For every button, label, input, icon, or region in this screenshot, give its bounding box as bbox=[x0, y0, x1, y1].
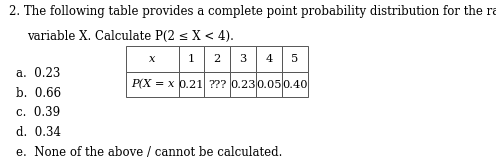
Text: e.  None of the above / cannot be calculated.: e. None of the above / cannot be calcula… bbox=[16, 146, 282, 159]
Text: x: x bbox=[149, 54, 156, 64]
Bar bbox=[282, 72, 308, 97]
Text: ???: ??? bbox=[208, 80, 227, 90]
Text: 0.40: 0.40 bbox=[282, 80, 308, 90]
Bar bbox=[230, 46, 256, 72]
Text: 1: 1 bbox=[188, 54, 195, 64]
Bar bbox=[126, 46, 179, 72]
Bar bbox=[282, 46, 308, 72]
Text: 0.23: 0.23 bbox=[230, 80, 256, 90]
Bar bbox=[179, 72, 204, 97]
Bar bbox=[126, 72, 179, 97]
Text: 0.05: 0.05 bbox=[256, 80, 282, 90]
Bar bbox=[179, 46, 204, 72]
Bar bbox=[230, 72, 256, 97]
Bar bbox=[204, 46, 230, 72]
Text: d.  0.34: d. 0.34 bbox=[16, 126, 61, 139]
Text: P(X = x: P(X = x bbox=[131, 79, 174, 90]
Text: 4: 4 bbox=[265, 54, 272, 64]
Text: a.  0.23: a. 0.23 bbox=[16, 67, 60, 80]
Text: 3: 3 bbox=[240, 54, 247, 64]
Bar bbox=[256, 46, 282, 72]
Text: b.  0.66: b. 0.66 bbox=[16, 87, 61, 100]
Bar bbox=[256, 72, 282, 97]
Text: 2. The following table provides a complete point probability distribution for th: 2. The following table provides a comple… bbox=[9, 5, 496, 18]
Text: 0.21: 0.21 bbox=[179, 80, 204, 90]
Text: variable X. Calculate P(2 ≤ X < 4).: variable X. Calculate P(2 ≤ X < 4). bbox=[27, 30, 234, 43]
Text: 2: 2 bbox=[214, 54, 221, 64]
Text: 5: 5 bbox=[291, 54, 298, 64]
Bar bbox=[204, 72, 230, 97]
Text: c.  0.39: c. 0.39 bbox=[16, 106, 60, 119]
